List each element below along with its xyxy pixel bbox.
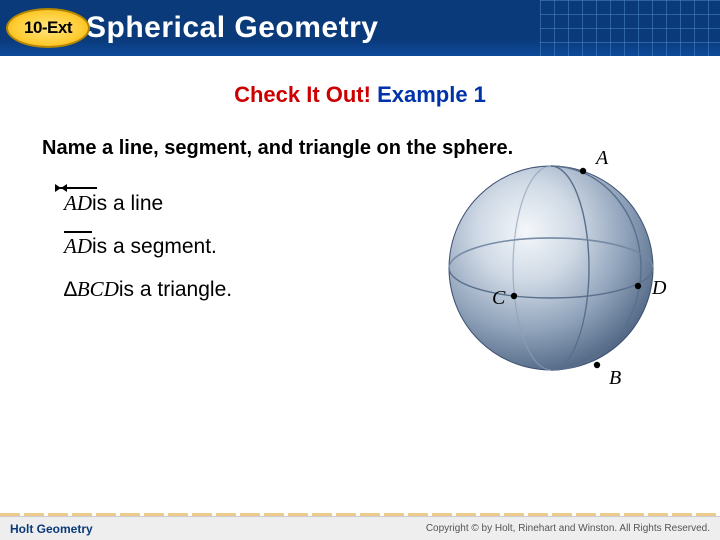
- segment-vars: AD: [64, 234, 92, 259]
- label-B: B: [609, 367, 621, 389]
- line-vars: AD: [64, 191, 92, 216]
- header-grid-decor: [540, 0, 720, 56]
- header-bar: 10-Ext Spherical Geometry: [0, 0, 720, 56]
- line-overline-icon: AD: [64, 191, 92, 216]
- point-C: [511, 293, 517, 299]
- sphere-svg: A B C D: [426, 138, 676, 398]
- triangle-vars: BCD: [77, 277, 119, 302]
- segment-overline-icon: AD: [64, 234, 92, 259]
- point-D: [635, 283, 641, 289]
- label-D: D: [651, 277, 667, 299]
- sphere-body: [449, 166, 653, 370]
- triangle-symbol: ∆: [64, 278, 77, 302]
- subtitle-check: Check It Out!: [234, 82, 371, 107]
- footer-brand: Holt Geometry: [10, 522, 93, 536]
- label-A: A: [594, 147, 609, 169]
- line-text: is a line: [92, 192, 163, 216]
- footer: Holt Geometry Copyright © by Holt, Rineh…: [0, 516, 720, 540]
- point-B: [594, 362, 600, 368]
- footer-copyright: Copyright © by Holt, Rinehart and Winsto…: [426, 523, 710, 534]
- segment-text: is a segment.: [92, 235, 217, 259]
- lesson-badge: 10-Ext: [6, 8, 90, 48]
- page-title: Spherical Geometry: [86, 11, 378, 45]
- triangle-text: is a triangle.: [119, 278, 232, 302]
- subtitle-example: Example 1: [371, 82, 486, 107]
- point-A: [580, 168, 586, 174]
- subtitle: Check It Out! Example 1: [0, 82, 720, 108]
- label-C: C: [492, 287, 506, 309]
- sphere-figure: A B C D: [426, 138, 676, 388]
